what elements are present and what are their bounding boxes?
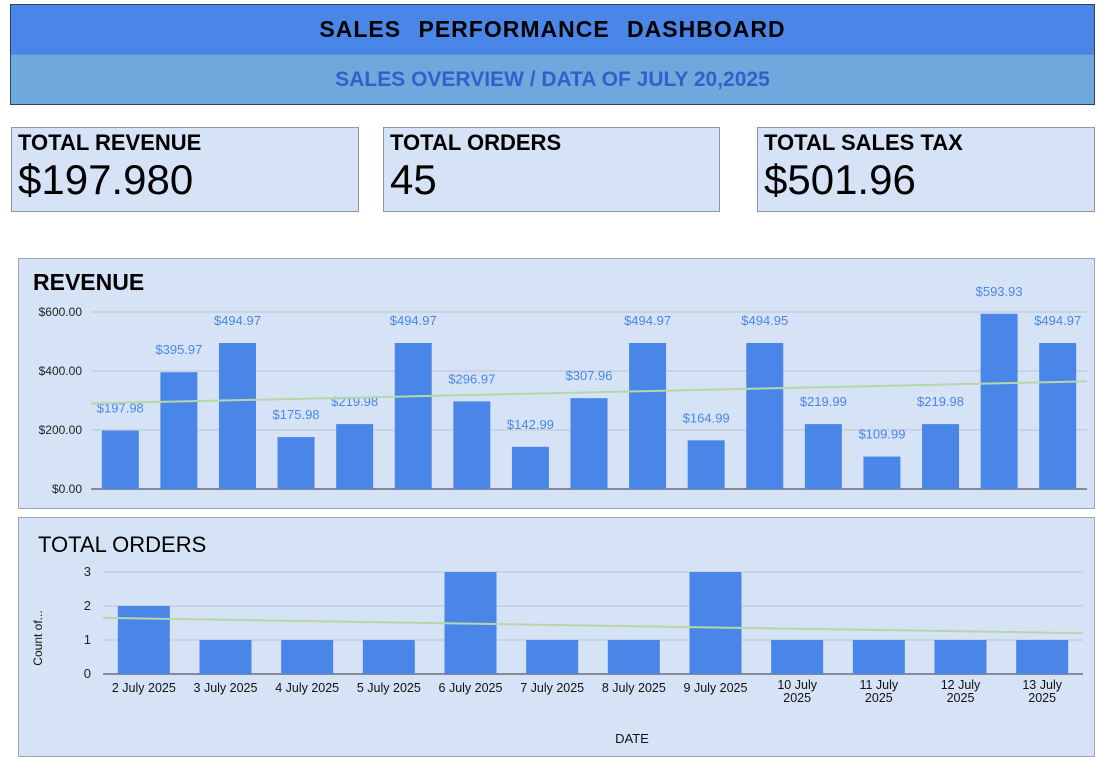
revenue-bar xyxy=(863,456,901,489)
orders-bar xyxy=(771,640,824,674)
orders-bar xyxy=(526,640,579,674)
orders-chart-panel: TOTAL ORDERS 0 1 2 3 2 July 2025 3 July 2025 4 … xyxy=(18,517,1095,757)
kpi-total-orders: TOTAL ORDERS 45 xyxy=(383,127,720,212)
revenue-data-label: $593.93 xyxy=(976,284,1023,299)
revenue-data-label: $494.97 xyxy=(390,313,437,328)
revenue-y-tick-label: $400.00 xyxy=(39,364,83,378)
orders-bar xyxy=(362,640,415,674)
revenue-data-label: $219.99 xyxy=(800,394,847,409)
orders-bar xyxy=(934,640,987,674)
revenue-bar xyxy=(570,398,608,489)
revenue-bar xyxy=(804,424,842,489)
orders-bar xyxy=(281,640,334,674)
kpi-tax-label: TOTAL SALES TAX xyxy=(764,130,963,155)
revenue-data-label: $219.98 xyxy=(917,394,964,409)
revenue-y-tick-label: $200.00 xyxy=(39,423,83,437)
orders-bar xyxy=(607,640,660,674)
orders-chart-title: TOTAL ORDERS xyxy=(38,532,206,557)
revenue-chart: REVENUE $0.00 $200.00 $400.00 $600.00 $197.98… xyxy=(33,269,1088,496)
orders-x-tick-label: 9 July 2025 xyxy=(684,681,748,695)
revenue-data-label: $164.99 xyxy=(683,410,730,425)
dashboard-title: SALES PERFORMANCE DASHBOARD xyxy=(11,5,1094,54)
revenue-data-label: $395.97 xyxy=(155,342,202,357)
revenue-trendline xyxy=(90,380,1088,405)
revenue-bar xyxy=(336,424,374,489)
revenue-y-tick-label: $0.00 xyxy=(52,482,82,496)
revenue-bar xyxy=(980,313,1018,489)
orders-x-tick-label: 12 July 2025 xyxy=(941,678,981,705)
revenue-chart-panel: REVENUE $0.00 $200.00 $400.00 $600.00 $197.98… xyxy=(18,258,1095,509)
revenue-chart-title: REVENUE xyxy=(33,269,144,295)
revenue-bar xyxy=(922,424,960,489)
revenue-bar xyxy=(1039,342,1077,489)
orders-trendline xyxy=(102,616,1084,635)
orders-bar xyxy=(117,606,170,674)
revenue-data-label: $494.97 xyxy=(624,313,671,328)
orders-x-tick-label: 3 July 2025 xyxy=(194,681,258,695)
orders-chart: TOTAL ORDERS 0 1 2 3 2 July 2025 3 July 2025 4 … xyxy=(31,532,1084,746)
revenue-y-tick-label: $600.00 xyxy=(39,305,83,319)
kpi-total-sales-tax: TOTAL SALES TAX $501.96 xyxy=(757,127,1095,212)
kpi-tax-value: $501.96 xyxy=(764,156,916,203)
orders-x-tick-label: 13 July 2025 xyxy=(1022,678,1062,705)
orders-x-tick-label: 6 July 2025 xyxy=(439,681,503,695)
revenue-bar xyxy=(160,372,198,489)
orders-y-tick-label: 1 xyxy=(84,632,91,647)
dashboard-header: SALES PERFORMANCE DASHBOARD SALES OVERVI… xyxy=(10,4,1095,105)
orders-x-tick-label: 11 July 2025 xyxy=(859,678,898,705)
revenue-data-label: $142.99 xyxy=(507,417,554,432)
orders-x-tick-label: 5 July 2025 xyxy=(357,681,421,695)
revenue-bar xyxy=(277,437,315,489)
orders-bar xyxy=(1016,640,1069,674)
orders-x-tick-label: 2 July 2025 xyxy=(112,681,176,695)
revenue-bar xyxy=(218,342,256,489)
revenue-data-label: $494.97 xyxy=(1034,313,1081,328)
revenue-data-label: $494.97 xyxy=(214,313,261,328)
orders-x-tick-label: 4 July 2025 xyxy=(275,681,339,695)
orders-bar xyxy=(689,572,742,674)
revenue-bar xyxy=(394,342,432,489)
revenue-bar xyxy=(511,446,549,489)
kpi-revenue-value: $197.980 xyxy=(18,156,194,203)
orders-y-axis-label: Count of... xyxy=(31,610,45,665)
orders-x-tick-label: 10 July 2025 xyxy=(777,678,817,705)
revenue-bar xyxy=(687,440,725,489)
revenue-data-label: $307.96 xyxy=(566,368,613,383)
dashboard-subtitle: SALES OVERVIEW / DATA OF JULY 20,2025 xyxy=(11,54,1094,104)
kpi-revenue-label: TOTAL REVENUE xyxy=(18,130,202,155)
revenue-data-label: $109.99 xyxy=(858,427,905,442)
orders-y-tick-label: 0 xyxy=(84,666,91,681)
orders-y-tick-label: 2 xyxy=(84,598,91,613)
revenue-bar xyxy=(746,342,784,489)
orders-x-axis-label: DATE xyxy=(615,731,649,746)
orders-x-tick-label: 7 July 2025 xyxy=(520,681,584,695)
orders-x-tick-label: 8 July 2025 xyxy=(602,681,666,695)
orders-bar xyxy=(852,640,905,674)
kpi-total-revenue: TOTAL REVENUE $197.980 xyxy=(11,127,359,212)
revenue-data-label: $197.98 xyxy=(97,401,144,416)
kpi-orders-label: TOTAL ORDERS xyxy=(390,130,562,155)
revenue-bar xyxy=(101,430,139,489)
orders-y-tick-label: 3 xyxy=(84,564,91,579)
orders-bar xyxy=(199,640,252,674)
revenue-bar xyxy=(453,401,491,489)
kpi-orders-value: 45 xyxy=(390,156,437,203)
revenue-data-label: $494.95 xyxy=(741,313,788,328)
revenue-data-label: $296.97 xyxy=(448,371,495,386)
revenue-data-label: $175.98 xyxy=(273,407,320,422)
revenue-bar xyxy=(629,342,667,489)
